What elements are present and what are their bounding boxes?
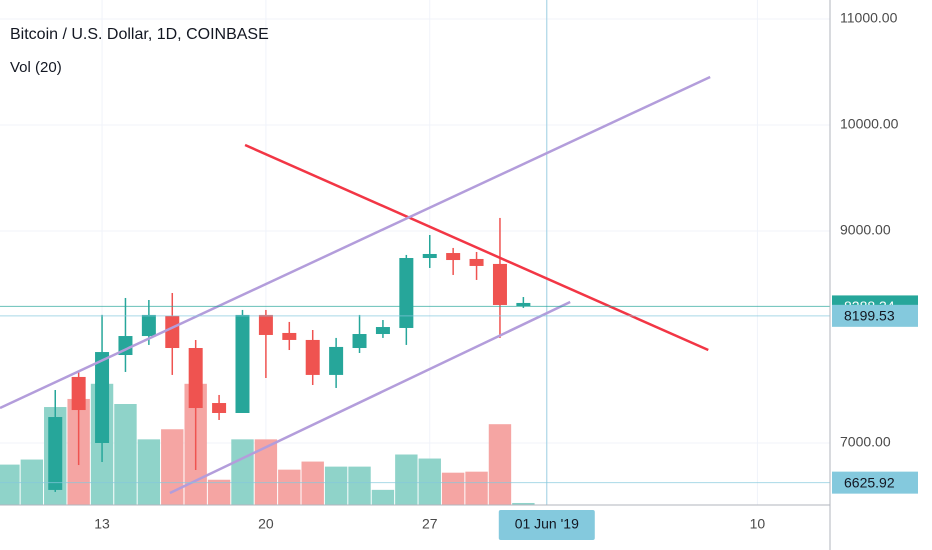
volume-bar (441, 472, 465, 505)
y-tick-label: 11000.00 (840, 10, 898, 26)
price-label: 6625.92 (844, 474, 895, 490)
candle-body (352, 334, 367, 349)
candle-body (212, 403, 227, 413)
y-tick-label: 7000.00 (840, 434, 891, 450)
x-tick-label: 10 (750, 516, 766, 532)
volume-bar (488, 424, 512, 505)
volume-bar (395, 454, 418, 505)
volume-bar (254, 439, 278, 505)
candle-body (141, 314, 156, 337)
volume-bar (231, 439, 254, 505)
price-label: 8199.53 (844, 308, 895, 324)
volume-bar (348, 466, 371, 505)
price-label-box (832, 471, 918, 494)
crosshair-label-box (498, 510, 595, 540)
candle-body (446, 253, 461, 261)
y-tick-label: 10000.00 (840, 116, 899, 132)
volume-bar (114, 404, 137, 505)
candle-body (516, 302, 531, 307)
x-tick-label: 01 Jun '19 (515, 516, 579, 532)
candle-body (165, 315, 180, 349)
volume-bar (418, 458, 441, 505)
price-label-box (832, 304, 918, 327)
candle-body (235, 314, 250, 413)
volume-bar (0, 464, 20, 505)
candle-body (48, 417, 63, 490)
volume-bar (278, 469, 301, 505)
volume-bar (512, 502, 535, 505)
candle-body (305, 339, 320, 375)
candle-body (188, 348, 203, 409)
chart-title: Bitcoin / U.S. Dollar, 1D, COINBASE (10, 26, 269, 43)
candle-body (329, 346, 344, 375)
candle-body (492, 263, 507, 305)
candle-body (258, 314, 273, 335)
candle-body (71, 376, 86, 411)
volume-bar (371, 489, 395, 505)
x-tick-label: 20 (258, 516, 274, 532)
volume-bar (207, 479, 231, 505)
volume-bar (324, 466, 348, 505)
candle-body (375, 327, 390, 335)
candle-body (399, 258, 414, 328)
volume-bar (465, 471, 488, 505)
candle-body (282, 332, 297, 340)
volume-bar (137, 439, 161, 505)
x-tick-label: 13 (94, 516, 110, 532)
trend-line (169, 300, 571, 495)
volume-bar (161, 429, 184, 505)
volume-legend: Vol (20) (10, 59, 62, 76)
x-tick-label: 27 (422, 516, 438, 532)
candle-body (469, 258, 484, 266)
candle-body (422, 253, 437, 259)
volume-bar (301, 461, 324, 505)
chart-layer (0, 0, 830, 505)
trend-line (0, 75, 711, 410)
candle-body (95, 352, 110, 443)
y-tick-label: 9000.00 (840, 222, 891, 238)
